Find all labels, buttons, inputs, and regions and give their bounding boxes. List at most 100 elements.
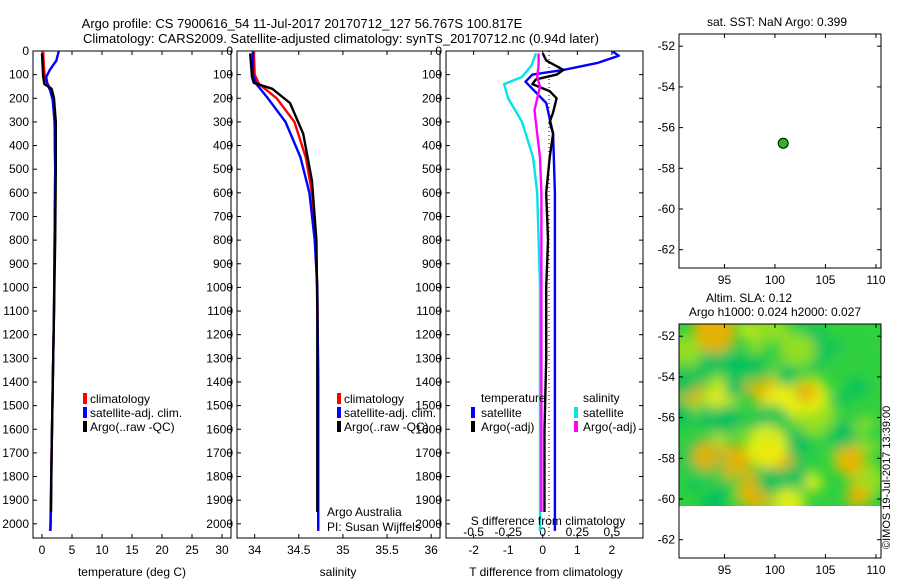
x-tick-label: 34 [248,543,262,557]
x-tick-label: 1 [574,543,581,557]
series-line [533,53,543,512]
y-tick-label: 500 [213,162,233,176]
y-tick-label: 2000 [2,517,29,531]
y-tick-label: 800 [422,233,442,247]
x-tick-label: 34.5 [287,543,311,557]
x-tick-label: 30 [215,543,229,557]
y-tick-label: 0 [22,44,29,58]
temperature-panel: 0100200300400500600700800900100011001200… [2,44,232,579]
salinity-y-ticks: 0100200300400500600700800900100011001200… [206,44,440,531]
x-tick-label: 105 [815,273,835,287]
y-tick-label: 300 [422,115,442,129]
y-tick-label: 0 [226,44,233,58]
x2-tick-label: 0.25 [566,525,590,539]
legend-swatch-satellite [337,407,341,418]
sla-blob [802,472,823,492]
x-tick-label: 0 [39,543,46,557]
legend-swatch-climatology [337,393,341,404]
y-tick-label: -54 [658,370,676,384]
series-line [40,53,57,513]
salinity-panel: 0100200300400500600700800900100011001200… [206,44,441,579]
sla-blob [679,334,702,370]
sla-title-line2: Argo h1000: 0.024 h2000: 0.027 [689,305,861,319]
y-tick-label: 400 [9,139,29,153]
legend-swatch-temp-argo [471,421,475,432]
y-tick-label: 1200 [206,328,233,342]
y-tick-label: 2000 [206,517,233,531]
sla-blob [758,338,787,367]
y-tick-label: 600 [9,186,29,200]
y-tick-label: 1000 [206,280,233,294]
y-tick-label: 1100 [3,304,29,318]
position-x-ticks: 95 100 105 110 [718,34,886,287]
sla-blob [782,333,817,367]
sla-blob [846,484,871,506]
position-axes-frame [678,33,882,269]
y-tick-label: 700 [9,209,29,223]
sla-blob [679,360,690,377]
y-tick-label: 2000 [415,517,442,531]
sla-x-ticks: 95 100 105 110 [718,324,886,577]
sla-blob [862,423,881,447]
y-tick-label: 1200 [415,328,442,342]
sla-blob [828,421,859,451]
position-title: sat. SST: NaN Argo: 0.399 [707,15,847,29]
legend-label-climatology: climatology [90,392,150,406]
y-tick-label: 1400 [206,375,233,389]
difference-xlabel: T difference from climatology [469,565,623,579]
sla-blob [833,391,849,407]
legend-swatch-temp-satellite [471,407,475,418]
sla-blob [714,349,751,385]
salinity-legend: climatology satellite-adj. clim. Argo(..… [337,392,436,434]
sla-heatmap [679,324,881,506]
sla-title-line1: Altim. SLA: 0.12 [706,291,792,305]
legend-label-temp-argo: Argo(-adj) [481,420,534,434]
sla-blob [723,377,746,400]
sla-blob [835,345,859,368]
y-tick-label: 200 [213,91,233,105]
y-tick-label: 300 [9,115,29,129]
x-tick-label: 2 [609,543,616,557]
legend-label-argo: Argo(..raw -QC) [344,420,429,434]
difference-legend: temperature satellite Argo(-adj) salinit… [471,391,636,434]
sla-axes-border [678,323,882,559]
sla-heatmap-field [679,324,881,506]
y-tick-label: 800 [9,233,29,247]
sla-blob [712,403,744,435]
series-line [502,52,542,531]
y-tick-label: 1700 [415,446,442,460]
y-tick-label: 700 [422,209,442,223]
y-tick-label: 1300 [206,351,233,365]
x-tick-label: 110 [866,273,885,287]
x-tick-label: 5 [69,543,76,557]
series-line [524,51,620,531]
x-tick-label: 20 [155,543,169,557]
y-tick-label: 400 [422,139,442,153]
legend-label-argo: Argo(..raw -QC) [90,420,175,434]
y-tick-label: 1800 [2,470,29,484]
temperature-x-ticks: 0 5 10 15 20 25 30 [39,51,229,557]
y-tick-label: -62 [658,533,676,547]
x-tick-label: 35 [336,543,350,557]
y-tick-label: 1600 [206,422,233,436]
y-tick-label: 500 [9,162,29,176]
y-tick-label: 1000 [2,280,29,294]
salinity-x-ticks: 34 34.5 35 35.5 36 [248,51,438,557]
legend-heading-temperature: temperature [481,391,546,405]
y-tick-label: 1600 [415,422,442,436]
legend-label-temp-satellite: satellite [481,406,522,420]
y-tick-label: 1100 [416,304,442,318]
series-line [531,52,565,512]
y-tick-label: -60 [658,202,676,216]
legend-label-climatology: climatology [344,392,404,406]
sla-blob [756,468,784,495]
y-tick-label: 1900 [206,493,233,507]
legend-label-sal-satellite: satellite [583,406,624,420]
x-tick-label: 0 [539,543,546,557]
y-tick-label: 1900 [415,493,442,507]
temperature-legend: climatology satellite-adj. clim. Argo(..… [83,392,182,434]
y-tick-label: 600 [213,186,233,200]
x-tick-label: 10 [95,543,109,557]
y-tick-label: 300 [213,115,233,129]
y-tick-label: 1700 [2,446,29,460]
